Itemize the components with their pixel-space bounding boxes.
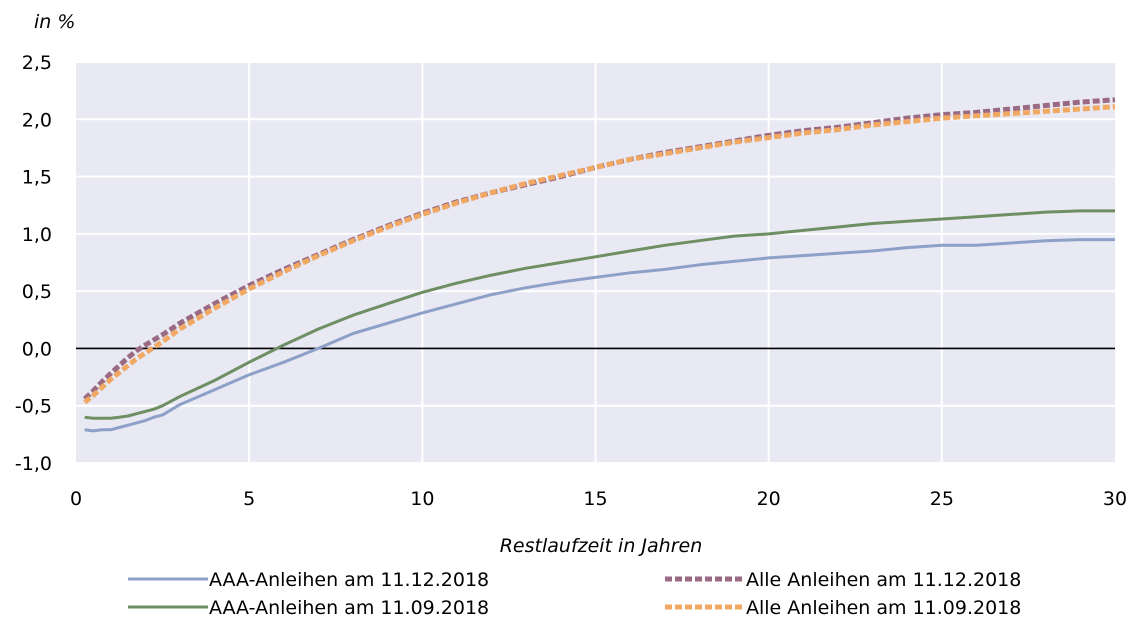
y-tick-label: 1,5 <box>22 167 52 189</box>
y-tick-label: -0,5 <box>15 396 52 418</box>
series-line-2 <box>84 209 1115 420</box>
legend-label-2: AAA-Anleihen am 11.09.2018 <box>209 597 489 619</box>
x-tick-label: 5 <box>243 488 255 510</box>
y-tick-label: 1,0 <box>22 224 52 246</box>
series-lines <box>82 97 1116 433</box>
y-tick-label: 0,0 <box>22 338 52 360</box>
series-line-4 <box>83 104 1116 405</box>
series-line-1 <box>84 238 1115 433</box>
x-tick-label: 25 <box>930 488 954 510</box>
x-tick-labels: 0 5 10 15 20 25 30 <box>70 488 1127 510</box>
x-tick-label: 30 <box>1103 488 1127 510</box>
legend-label-4: Alle Anleihen am 11.09.2018 <box>746 597 1021 619</box>
legend-label-1: AAA-Anleihen am 11.12.2018 <box>209 569 489 591</box>
y-tick-label: 2,5 <box>22 52 52 74</box>
y-tick-label: -1,0 <box>15 453 52 475</box>
legend: AAA-Anleihen am 11.12.2018 AAA-Anleihen a… <box>128 569 1021 619</box>
x-tick-label: 15 <box>583 488 607 510</box>
x-axis-label: Restlaufzeit in Jahren <box>500 535 703 557</box>
y-tick-labels: -1,0 -0,5 0,0 0,5 1,0 1,5 2,0 2,5 <box>15 52 52 475</box>
grid-lines <box>76 61 1115 464</box>
x-tick-label: 20 <box>757 488 781 510</box>
y-axis-label: in % <box>34 11 75 33</box>
y-tick-label: 0,5 <box>22 281 52 303</box>
legend-label-3: Alle Anleihen am 11.12.2018 <box>746 569 1021 591</box>
x-tick-label: 0 <box>70 488 82 510</box>
y-tick-label: 2,0 <box>22 109 52 131</box>
x-tick-label: 10 <box>410 488 434 510</box>
